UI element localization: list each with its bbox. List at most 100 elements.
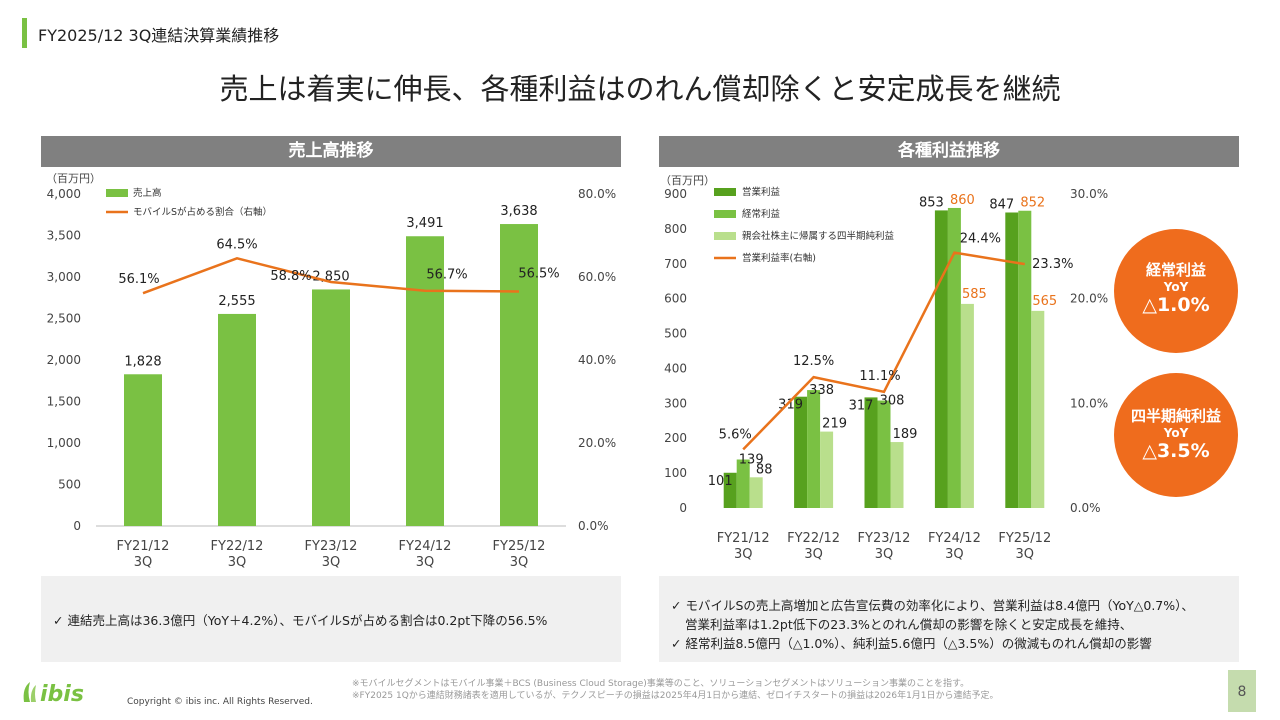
- x-tick-label: 3Q: [804, 547, 823, 562]
- x-tick-label: FY25/12: [493, 539, 546, 554]
- bar-value-label: 565: [1032, 294, 1057, 309]
- ibis-logo: ibis: [20, 676, 100, 710]
- bar-value-label: 101: [708, 474, 733, 489]
- y-tick-label: 3,000: [47, 270, 81, 284]
- bar-profit-series-2: [877, 400, 891, 508]
- bar-value-label: 1,828: [124, 354, 161, 369]
- bar-value-label: 319: [778, 398, 803, 413]
- logo-text: ibis: [40, 682, 84, 706]
- y-tick-label: 0: [679, 501, 687, 515]
- footer-notes: ※モバイルセグメントはモバイル事業＋BCS (Business Cloud St…: [352, 678, 999, 702]
- bar-value-label: 338: [809, 383, 834, 398]
- x-tick-label: 3Q: [875, 547, 894, 562]
- x-tick-label: 3Q: [228, 555, 247, 568]
- bar-value-label: 308: [880, 394, 905, 409]
- y-tick-label: 2,500: [47, 312, 81, 326]
- bar-value-label: 88: [756, 462, 773, 477]
- badge-value: △1.0%: [1142, 294, 1210, 316]
- bar-value-label: 860: [950, 193, 975, 208]
- bar-profit-series-2: [947, 207, 961, 508]
- badge-title: 四半期純利益: [1130, 407, 1221, 425]
- y-tick-label: 900: [664, 187, 687, 201]
- x-tick-label: 3Q: [322, 555, 341, 568]
- x-tick-label: FY22/12: [787, 531, 840, 546]
- bar-value-label: 853: [919, 195, 944, 210]
- line-value-label: 56.1%: [118, 272, 159, 287]
- line-value-label: 23.3%: [1032, 257, 1073, 272]
- legend-label: 営業利益: [742, 186, 781, 198]
- y-tick-label: 200: [664, 431, 687, 445]
- y2-tick-label: 30.0%: [1070, 187, 1108, 201]
- bar-value-label: 847: [989, 197, 1014, 212]
- x-tick-label: 3Q: [1016, 547, 1035, 562]
- y-tick-label: 400: [664, 361, 687, 375]
- bar-value-label: 3,638: [500, 204, 537, 219]
- bar-value-label: 585: [962, 287, 987, 302]
- y-tick-label: 0: [73, 519, 81, 533]
- x-tick-label: 3Q: [416, 555, 435, 568]
- left-comment-box: ✓ 連結売上高は36.3億円（YoY＋4.2%）、モバイルSが占める割合は0.2…: [41, 576, 621, 662]
- y2-tick-label: 0.0%: [578, 519, 609, 533]
- x-tick-label: 3Q: [510, 555, 529, 568]
- legend-swatch-profit: [714, 232, 736, 240]
- bar-profit-series-1: [1005, 212, 1019, 508]
- badge-ordinary-profit: 経常利益 YoY △1.0%: [1114, 229, 1238, 353]
- bar-profit-series-3: [820, 431, 834, 508]
- x-tick-label: FY21/12: [117, 539, 170, 554]
- line-value-label: 11.1%: [859, 369, 900, 384]
- line-value-label: 64.5%: [216, 237, 257, 252]
- bar-value-label: 852: [1020, 196, 1045, 211]
- y-tick-label: 700: [664, 257, 687, 271]
- bar-profit-series-1: [864, 397, 878, 508]
- bar-revenue: [312, 289, 350, 526]
- right-comment-line: ✓ モバイルSの売上高増加と広告宣伝費の効率化により、営業利益は8.4億円（Yo…: [671, 598, 1194, 613]
- y2-tick-label: 0.0%: [1070, 501, 1101, 515]
- bar-profit-series-3: [890, 442, 904, 508]
- footer-note: ※FY2025 1Qから連結財務諸表を適用しているが、テクノスピーチの損益は20…: [352, 691, 999, 701]
- bar-value-label: 3,491: [406, 216, 443, 231]
- right-panel-title: 各種利益推移: [659, 136, 1239, 167]
- y2-tick-label: 40.0%: [578, 353, 616, 367]
- footer-note: ※モバイルセグメントはモバイル事業＋BCS (Business Cloud St…: [352, 679, 970, 689]
- bar-revenue: [218, 313, 256, 526]
- revenue-chart: （百万円） 0 500 1,000 1,500 2,000 2,500 3,000 3,500 4…: [46, 172, 616, 568]
- y-tick-label: 2,000: [47, 353, 81, 367]
- copyright: Copyright © ibis inc. All Rights Reserve…: [127, 697, 313, 707]
- legend-label: 親会社株主に帰属する四半期純利益: [742, 230, 895, 242]
- legend-label: 売上高: [133, 187, 162, 199]
- bar-revenue: [124, 374, 162, 526]
- bar-revenue: [500, 224, 538, 526]
- left-comment: ✓ 連結売上高は36.3億円（YoY＋4.2%）、モバイルSが占める割合は0.2…: [53, 613, 548, 628]
- x-tick-label: FY25/12: [998, 531, 1051, 546]
- unit-label: （百万円）: [660, 174, 715, 187]
- x-tick-label: FY23/12: [858, 531, 911, 546]
- x-tick-label: FY22/12: [211, 539, 264, 554]
- right-comment-box: ✓ モバイルSの売上高増加と広告宣伝費の効率化により、営業利益は8.4億円（Yo…: [659, 576, 1239, 662]
- badge-yoy: YoY: [1163, 280, 1189, 294]
- badge-title: 経常利益: [1145, 261, 1206, 279]
- line-value-label: 58.8%: [270, 269, 311, 284]
- profit-chart: （百万円） 0 100 200 300 400 500 600 700 800 900 0.0% 10.…: [660, 174, 1108, 562]
- x-tick-label: FY23/12: [305, 539, 358, 554]
- badge-net-profit: 四半期純利益 YoY △3.5%: [1114, 373, 1238, 497]
- y2-tick-label: 20.0%: [1070, 292, 1108, 306]
- right-comment-line: 営業利益率は1.2pt低下の23.3%とのれん償却の影響を除くと安定成長を維持、: [685, 617, 1133, 632]
- bar-value-label: 189: [893, 427, 918, 442]
- bar-value-label: 219: [822, 417, 847, 432]
- y2-tick-label: 80.0%: [578, 187, 616, 201]
- section-title: FY2025/12 3Q連結決算業績推移: [38, 26, 280, 45]
- badge-value: △3.5%: [1142, 440, 1210, 462]
- line-value-label: 5.6%: [719, 427, 752, 442]
- bar-value-label: 139: [739, 453, 764, 468]
- y-tick-label: 4,000: [47, 187, 81, 201]
- legend-swatch-profit: [714, 210, 736, 218]
- x-tick-label: FY24/12: [928, 531, 981, 546]
- x-tick-label: FY21/12: [717, 531, 770, 546]
- legend-swatch-revenue: [106, 189, 128, 197]
- line-value-label: 24.4%: [960, 232, 1001, 247]
- bar-value-label: 2,555: [218, 294, 255, 309]
- y2-tick-label: 10.0%: [1070, 396, 1108, 410]
- x-tick-label: 3Q: [734, 547, 753, 562]
- line-value-label: 12.5%: [793, 354, 834, 369]
- x-tick-label: 3Q: [945, 547, 964, 562]
